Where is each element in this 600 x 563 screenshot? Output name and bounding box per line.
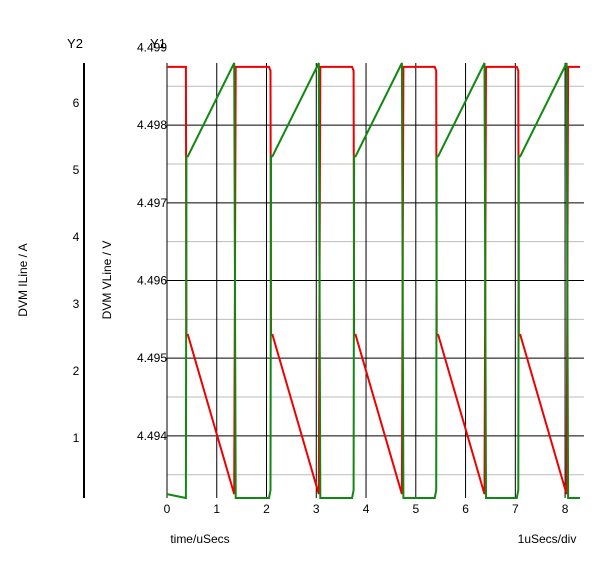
x-tick-label: 1 [213, 502, 220, 516]
x-tick-label: 0 [164, 502, 171, 516]
x-tick-label: 6 [462, 502, 469, 516]
y2-tick-label: 2 [73, 364, 80, 378]
y2-tick-labels: 1 2 3 4 5 6 [73, 96, 80, 445]
y1-axis-label: DVM VLine / V [100, 241, 114, 320]
x-scale-note: 1uSecs/div [518, 532, 577, 546]
y2-tick-label: 6 [73, 96, 80, 110]
y2-tick-label: 3 [73, 297, 80, 311]
x-tick-label: 8 [562, 502, 569, 516]
y2-tick-label: 4 [73, 230, 80, 244]
x-tick-label: 2 [263, 502, 270, 516]
series-layer [166, 62, 580, 500]
x-tick-labels: 0 1 2 3 4 5 6 7 8 [164, 502, 569, 516]
y2-tick-label: 5 [73, 163, 80, 177]
y1-tick-label: 4.494 [137, 429, 167, 443]
y1-tick-labels: 4.494 4.495 4.496 4.497 4.498 4.499 [137, 40, 167, 442]
series-line-2 [166, 62, 580, 500]
y2-axis-label: DVM ILine / A [16, 243, 30, 316]
y1-tick-label: 4.497 [137, 196, 167, 210]
x-tick-label: 3 [313, 502, 320, 516]
y1-tick-label: 4.498 [137, 118, 167, 132]
y1-tick-label: 4.496 [137, 274, 167, 288]
y1-tick-label: 4.499 [137, 40, 167, 54]
series-line-1 [167, 65, 580, 495]
x-tick-label: 7 [512, 502, 519, 516]
vertical-gridlines [166, 63, 566, 498]
y2-axis-title: Y2 [67, 36, 83, 51]
y2-tick-label: 1 [73, 431, 80, 445]
x-tick-label: 5 [412, 502, 419, 516]
y1-axis-title: Y1 [150, 36, 166, 51]
y1-tick-label: 4.495 [137, 351, 167, 365]
x-axis-label: time/uSecs [170, 532, 229, 546]
horizontal-gridlines [167, 85, 584, 476]
x-tick-label: 4 [363, 502, 370, 516]
